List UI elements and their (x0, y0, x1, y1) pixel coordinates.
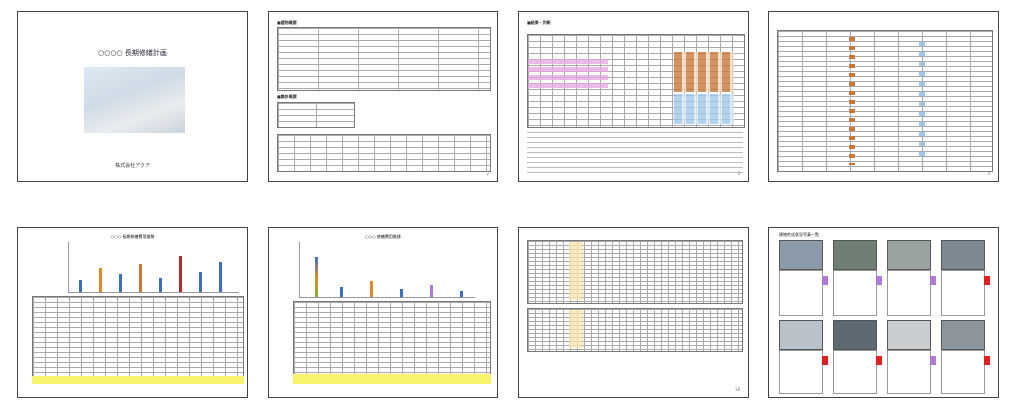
summary-cost-table (277, 134, 491, 172)
chart-bar (179, 256, 182, 292)
cover-building-image (84, 67, 185, 133)
upper-highlight (569, 242, 583, 300)
status-tag (822, 276, 828, 285)
photo (833, 320, 877, 350)
result-notes (527, 132, 743, 174)
photo (887, 240, 931, 270)
page-7[interactable]: 18 (518, 227, 749, 398)
orange-cells (674, 52, 734, 92)
photo-caption (941, 270, 985, 316)
chart-bar (315, 257, 318, 297)
pink-rows (528, 59, 608, 89)
status-tag (876, 356, 882, 365)
page-2[interactable]: ■建物概要 ■集計概要 2 (268, 11, 498, 182)
chart-bar (370, 281, 373, 297)
cost-table (32, 296, 244, 378)
chart-bar (119, 274, 122, 292)
photo-caption (779, 350, 823, 394)
cost-chart (68, 242, 239, 293)
page-5[interactable]: ○○○ 長期修繕費用推移 (17, 227, 248, 398)
chart-bar (139, 264, 142, 292)
page-number: 4 (987, 171, 990, 176)
heading-summary: ■集計概要 (277, 94, 297, 99)
chart-bar (99, 268, 102, 292)
detail-blue-markers (919, 42, 925, 162)
page-6[interactable]: ○○○ 修繕費用推移 (268, 227, 498, 398)
lower-highlight (569, 310, 583, 348)
photo (833, 240, 877, 270)
page-number: 3 (737, 171, 740, 176)
photo-caption (833, 270, 877, 316)
heading-building-overview: ■建物概要 (277, 20, 297, 25)
page-4[interactable]: 4 (768, 11, 999, 182)
blue-cells (674, 94, 734, 124)
photo (779, 320, 823, 350)
status-tag (984, 276, 990, 285)
chart-title: ○○○ 修繕費用推移 (365, 234, 401, 239)
heading-result: ■結果・判断 (527, 20, 551, 25)
chart-bar (219, 262, 222, 292)
upper-table (527, 240, 743, 304)
chart-title: ○○○ 長期修繕費用推移 (110, 234, 155, 239)
photo-caption (833, 350, 877, 394)
photo (887, 320, 931, 350)
photo (941, 320, 985, 350)
cover-footer: 株式会社アクア (115, 163, 150, 169)
status-tag (930, 276, 936, 285)
chart-bar (340, 287, 343, 297)
chart-bar (430, 285, 433, 297)
status-tag (822, 356, 828, 365)
page-number: 18 (734, 387, 740, 392)
chart-bar (460, 291, 463, 297)
chart-bar (79, 280, 82, 292)
total-row (293, 374, 491, 384)
photo-caption (887, 270, 931, 316)
photo (779, 240, 823, 270)
detail-orange-markers (849, 37, 855, 165)
status-tag (984, 356, 990, 365)
photo-caption (779, 270, 823, 316)
page-number: 2 (486, 171, 489, 176)
detail-table (777, 30, 993, 172)
photo-sheet-title: 建物劣化状況写真一覧 (779, 232, 819, 237)
chart-bar (159, 278, 162, 292)
page-1[interactable]: ○○○○ 長期修繕計画 株式会社アクア (17, 11, 248, 182)
chart-bar (199, 272, 202, 292)
page-3[interactable]: ■結果・判断 3 (518, 11, 749, 182)
photo-caption (887, 350, 931, 394)
chart-bar (400, 289, 403, 297)
status-tag (930, 356, 936, 365)
cost-chart (299, 242, 475, 298)
summary-small-table (277, 102, 355, 128)
status-tag (876, 276, 882, 285)
lower-table (527, 308, 743, 352)
cost-table (293, 301, 491, 377)
photo-caption (941, 350, 985, 394)
total-row (32, 376, 244, 384)
cover-title: ○○○○ 長期修繕計画 (98, 49, 167, 57)
photo (941, 240, 985, 270)
overview-table (277, 27, 491, 91)
page-8[interactable]: 建物劣化状況写真一覧 (768, 227, 999, 398)
